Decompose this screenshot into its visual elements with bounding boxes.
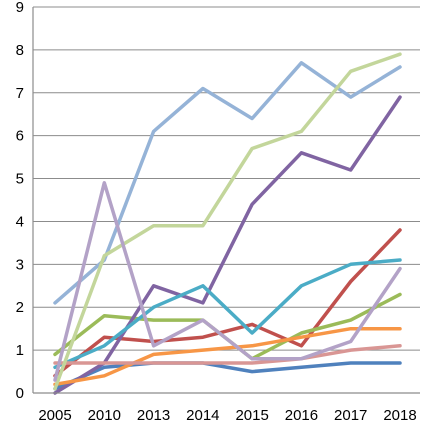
y-tick-label: 1 [16,342,24,359]
y-tick-label: 9 [16,0,24,16]
x-tick-labels: 2005 2010 2013 2014 2015 2016 2017 2018 [38,407,416,424]
series-lines [53,52,402,395]
series-line-7 [53,61,402,305]
x-tick-label: 2010 [88,407,121,424]
y-tick-label: 4 [16,213,24,230]
x-tick-label: 2016 [285,407,318,424]
series-line-6 [53,326,402,387]
x-tick-label: 2013 [137,407,170,424]
gridlines [33,6,420,351]
series-line-5 [53,258,402,370]
x-tick-label: 2017 [334,407,367,424]
series-line-4 [53,95,402,395]
series-line-8 [53,344,402,365]
axes [32,7,420,394]
y-tick-label: 3 [16,256,24,273]
x-tick-label: 2015 [235,407,268,424]
series-line-9 [53,52,402,391]
series-line-1 [53,361,402,391]
y-tick-label: 2 [16,299,24,316]
x-tick-label: 2005 [38,407,71,424]
x-tick-label: 2018 [383,407,416,424]
y-tick-label: 8 [16,42,24,59]
x-tick-label: 2014 [186,407,219,424]
y-tick-label: 0 [16,385,24,402]
y-tick-label: 6 [16,128,24,145]
y-tick-labels: 0 1 2 3 4 5 6 7 8 9 [16,0,24,402]
y-tick-label: 7 [16,85,24,102]
series-line-10 [53,181,402,382]
y-tick-label: 5 [16,171,24,188]
